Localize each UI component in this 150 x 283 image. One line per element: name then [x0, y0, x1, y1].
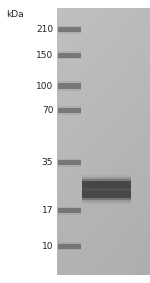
Bar [58, 208, 81, 213]
Bar [82, 198, 130, 204]
Bar [58, 83, 81, 89]
Text: 10: 10 [42, 242, 53, 251]
Text: kDa: kDa [6, 10, 24, 19]
Bar [82, 181, 130, 198]
Text: 150: 150 [36, 51, 53, 60]
Bar [58, 108, 81, 113]
Bar [58, 81, 81, 83]
Bar [82, 177, 130, 181]
Bar [58, 51, 81, 53]
Bar [0, 0, 57, 283]
Bar [58, 165, 81, 167]
Bar [82, 188, 130, 191]
Bar [58, 207, 81, 208]
Bar [58, 213, 81, 215]
Text: 35: 35 [42, 158, 53, 167]
Text: 100: 100 [36, 82, 53, 91]
Text: 210: 210 [36, 25, 53, 34]
Bar [58, 159, 81, 160]
Bar [82, 198, 130, 200]
Text: 70: 70 [42, 106, 53, 115]
Bar [58, 244, 81, 249]
Bar [58, 89, 81, 91]
Bar [58, 160, 81, 165]
Bar [82, 175, 130, 181]
Bar [58, 27, 81, 32]
Bar [82, 198, 130, 202]
Bar [58, 53, 81, 58]
Bar [58, 58, 81, 59]
Bar [82, 179, 130, 181]
Bar [58, 249, 81, 250]
Bar [58, 32, 81, 34]
Text: 17: 17 [42, 206, 53, 215]
Bar [58, 26, 81, 27]
Bar [58, 113, 81, 115]
Bar [58, 242, 81, 244]
Bar [58, 106, 81, 108]
